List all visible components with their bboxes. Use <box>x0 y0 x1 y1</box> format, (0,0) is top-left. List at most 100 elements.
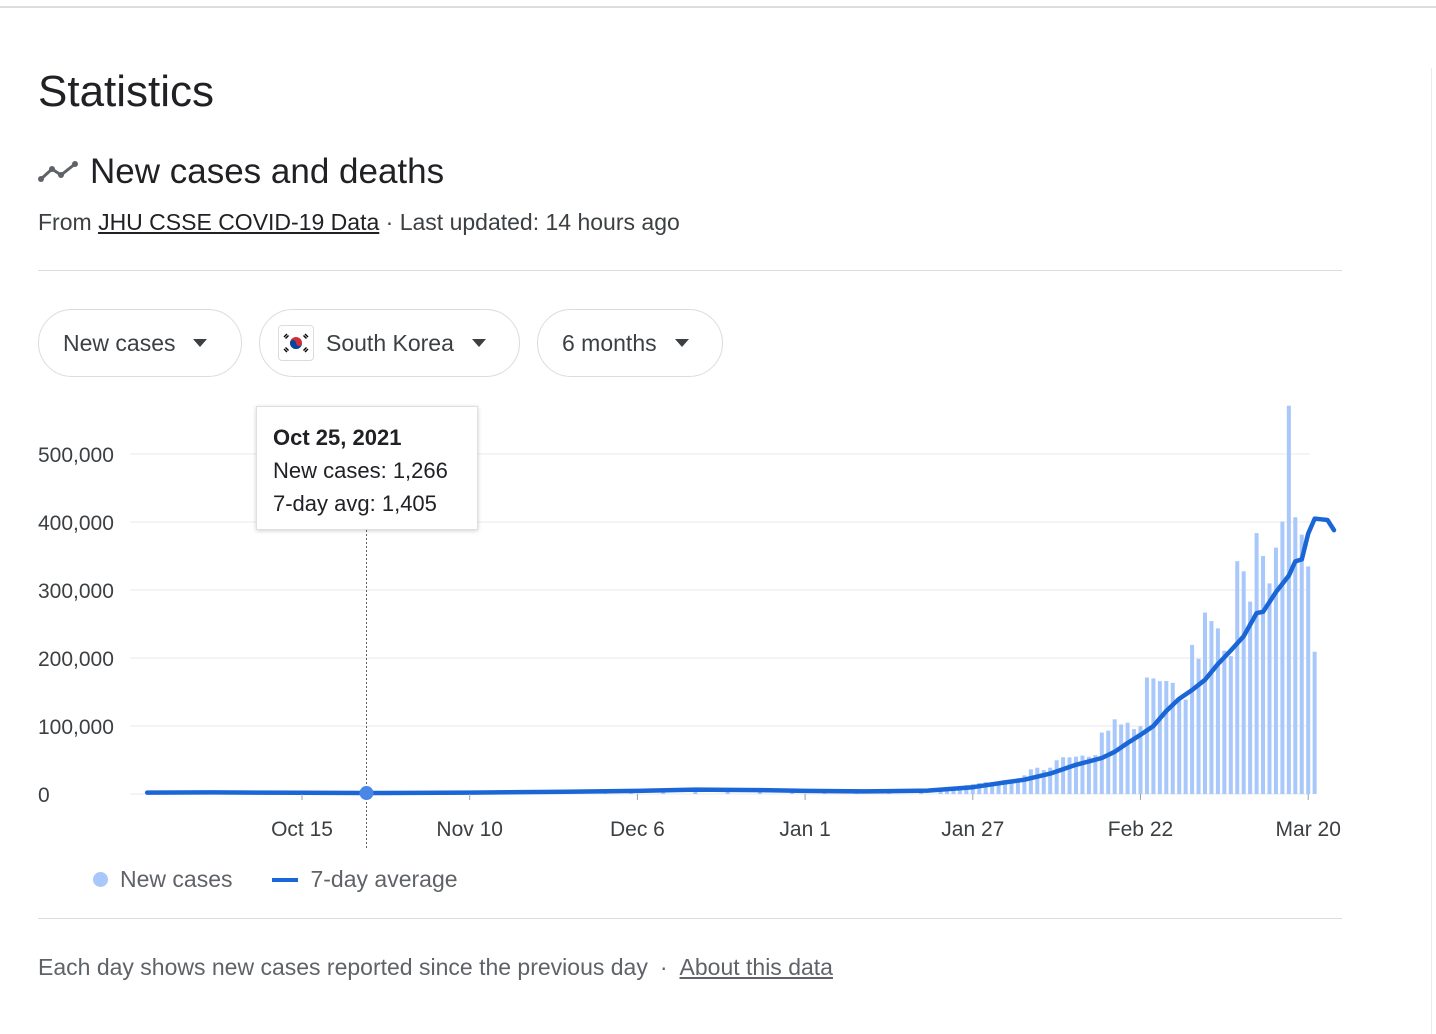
source-prefix: From <box>38 209 92 235</box>
legend-avg-label: 7-day average <box>310 866 458 892</box>
bar-new-cases <box>1164 680 1169 794</box>
source-row: From JHU CSSE COVID-19 Data · Last updat… <box>38 207 680 237</box>
top-rule <box>0 6 1436 8</box>
bar-new-cases <box>977 783 982 794</box>
bar-new-cases <box>1125 722 1130 794</box>
bar-new-cases <box>1203 612 1207 794</box>
country-dropdown-label: South Korea <box>326 329 454 356</box>
bar-new-cases <box>1035 767 1040 794</box>
bar-new-cases <box>1099 732 1104 794</box>
trending-line-icon <box>38 160 78 184</box>
caret-down-icon <box>674 339 689 347</box>
avg-series-line <box>144 516 1337 796</box>
bar-new-cases <box>1306 566 1311 794</box>
x-tick-label: Jan 1 <box>779 818 830 841</box>
bar-new-cases <box>1293 517 1298 794</box>
bar-new-cases <box>983 782 988 794</box>
x-tick-label: Jan 27 <box>941 818 1004 841</box>
bar-new-cases <box>1028 769 1033 794</box>
divider-bottom <box>38 918 1342 919</box>
bar-new-cases <box>1286 405 1291 794</box>
bar-new-cases <box>1074 756 1078 794</box>
bar-new-cases <box>1003 780 1008 794</box>
bar-new-cases <box>1254 533 1259 794</box>
range-dropdown[interactable]: 6 months <box>537 309 723 377</box>
bar-new-cases <box>1280 521 1285 794</box>
bar-new-cases <box>996 781 1001 794</box>
bar-new-cases <box>1241 571 1246 794</box>
footer-separator: · <box>659 954 668 980</box>
bar-new-cases <box>725 790 730 794</box>
bar-new-cases <box>1119 724 1124 794</box>
bar-new-cases <box>1015 778 1020 794</box>
x-tick-label: Mar 20 <box>1276 818 1341 841</box>
about-data-link[interactable]: About this data <box>679 954 833 980</box>
legend-avg-swatch <box>272 877 299 882</box>
cases-chart[interactable]: 0 100,000 200,000 300,000 400,000 500,000 Oct… <box>0 395 1436 855</box>
bar-new-cases <box>1312 651 1317 794</box>
footer: Each day shows new cases reported since … <box>38 952 833 982</box>
last-updated: Last updated: 14 hours ago <box>399 209 680 235</box>
bar-new-cases <box>1222 650 1227 794</box>
source-link[interactable]: JHU CSSE COVID-19 Data <box>98 209 380 235</box>
y-tick-label: 200,000 <box>38 648 114 671</box>
y-tick-label: 0 <box>38 784 50 807</box>
bar-new-cases <box>1273 547 1278 794</box>
subtitle-row: New cases and deaths <box>38 152 444 192</box>
bar-new-cases <box>1235 561 1240 794</box>
bar-new-cases <box>1170 682 1175 794</box>
bar-new-cases <box>1177 699 1182 794</box>
bar-new-cases <box>1080 755 1085 794</box>
caret-down-icon <box>471 339 486 347</box>
page-title: Statistics <box>38 67 215 116</box>
south-korea-flag-icon <box>278 325 314 361</box>
right-rule <box>1431 68 1432 1034</box>
y-tick-label: 500,000 <box>38 444 114 467</box>
metric-dropdown[interactable]: New cases <box>38 309 242 377</box>
bar-new-cases <box>945 788 949 794</box>
bar-new-cases <box>1048 767 1053 794</box>
bar-new-cases <box>1093 755 1098 794</box>
footer-note: Each day shows new cases reported since … <box>38 954 648 980</box>
metric-dropdown-label: New cases <box>63 329 176 356</box>
bar-new-cases <box>990 782 995 794</box>
bar-new-cases <box>1086 756 1091 794</box>
bar-new-cases <box>1144 677 1149 794</box>
bar-new-cases <box>1112 719 1117 794</box>
bar-new-cases <box>1061 757 1066 794</box>
bar-new-cases <box>1151 678 1156 794</box>
bar-new-cases <box>1009 780 1014 794</box>
chart-tooltip: Oct 25, 2021 New cases: 1,266 7-day avg:… <box>256 406 478 530</box>
x-tick-label: Oct 15 <box>271 818 333 841</box>
bar-new-cases <box>1157 681 1162 794</box>
bar-new-cases <box>1183 699 1188 794</box>
tooltip-date: Oct 25, 2021 <box>273 425 402 450</box>
legend-new-cases-swatch <box>93 872 108 887</box>
bar-new-cases <box>1054 760 1059 794</box>
bar-new-cases <box>1022 775 1027 794</box>
country-dropdown[interactable]: South Korea <box>259 309 520 377</box>
chart-legend: New cases 7-day average <box>93 866 458 893</box>
bar-new-cases <box>1138 726 1143 794</box>
source-separator: · <box>385 209 394 235</box>
x-tick-label: Feb 22 <box>1108 818 1173 841</box>
x-tick-label: Nov 10 <box>436 818 503 841</box>
bar-new-cases <box>1299 534 1304 794</box>
bar-new-cases <box>1248 601 1253 794</box>
y-tick-label: 300,000 <box>38 580 114 603</box>
bar-new-cases <box>1190 644 1195 794</box>
bar-new-cases <box>1106 730 1111 794</box>
bar-new-cases <box>957 788 962 794</box>
caret-down-icon <box>193 339 208 347</box>
x-tick-label: Dec 6 <box>610 818 665 841</box>
bar-new-cases <box>1261 555 1266 794</box>
y-tick-label: 100,000 <box>38 716 114 739</box>
range-dropdown-label: 6 months <box>562 329 657 356</box>
divider-top <box>38 270 1342 271</box>
tooltip-new-cases: New cases: 1,266 <box>273 458 448 483</box>
bar-new-cases <box>1132 729 1137 794</box>
y-tick-label: 400,000 <box>38 512 114 535</box>
hover-marker <box>359 786 374 801</box>
section-title: New cases and deaths <box>90 152 445 191</box>
bar-new-cases <box>1209 621 1214 794</box>
